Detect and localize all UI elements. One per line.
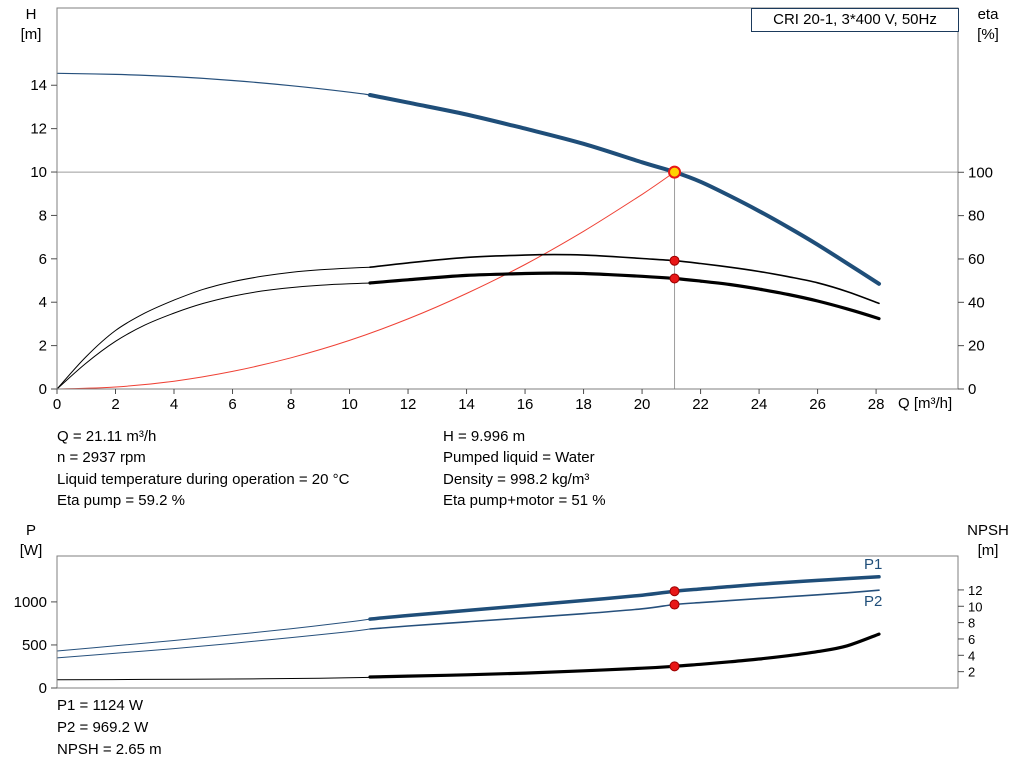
y-left-tick-label: 8 bbox=[39, 207, 47, 224]
y-right-tick-label: 0 bbox=[968, 381, 976, 398]
duty-info-right: H = 9.996 m Pumped liquid = Water Densit… bbox=[443, 427, 606, 512]
y-right-tick-label: 60 bbox=[968, 251, 985, 268]
x-tick-label: 20 bbox=[634, 396, 651, 413]
eta-axis-symbol: eta bbox=[977, 6, 999, 23]
x-tick-label: 12 bbox=[400, 396, 417, 413]
plot-frame bbox=[56, 555, 959, 689]
npsh-axis-symbol: NPSH bbox=[967, 522, 1009, 539]
system-curve bbox=[56, 171, 675, 390]
npsh-curve-extension bbox=[56, 676, 371, 681]
duty-point bbox=[668, 165, 682, 179]
eta-pump-motor-extension bbox=[56, 282, 371, 390]
y-left-tick-label: 2 bbox=[39, 338, 47, 355]
info-speed: n = 2937 rpm bbox=[57, 449, 146, 467]
eta-pump-extension bbox=[56, 266, 371, 390]
p2-curve bbox=[369, 589, 880, 630]
p-axis-unit: [W] bbox=[19, 542, 43, 559]
y-left-tick-label: 500 bbox=[22, 637, 47, 654]
info-eta-pump-motor: Eta pump+motor = 51 % bbox=[443, 491, 606, 509]
info-liquid-temperature: Liquid temperature during operation = 20… bbox=[57, 470, 350, 488]
eta-axis-unit: [%] bbox=[977, 26, 999, 43]
y-right-tick-label: 8 bbox=[968, 616, 975, 631]
y-right-tick-label: 100 bbox=[968, 164, 993, 181]
info-flow: Q = 21.11 m³/h bbox=[57, 428, 157, 445]
x-tick-label: 22 bbox=[692, 396, 709, 413]
p1-point bbox=[669, 586, 680, 597]
info-p1: P1 = 1124 W bbox=[57, 697, 144, 714]
y-left-tick-label: 1000 bbox=[14, 594, 47, 611]
y-right-tick-label: 10 bbox=[968, 599, 982, 614]
eta-pump-motor-point bbox=[669, 273, 680, 284]
h-axis-symbol: H bbox=[25, 6, 37, 23]
info-head: H = 9.996 m bbox=[443, 428, 526, 445]
p2-curve-extension bbox=[56, 628, 371, 659]
p2-curve-label: P2 bbox=[864, 593, 883, 610]
duty-info-left: Q = 21.11 m³/h n = 2937 rpm Liquid tempe… bbox=[57, 427, 349, 512]
eta-pump-curve bbox=[369, 253, 880, 305]
x-tick-label: 16 bbox=[517, 396, 534, 413]
y-right-tick-label: 12 bbox=[968, 583, 982, 598]
p1-curve bbox=[368, 575, 881, 621]
q-axis-unit: Q [m³/h] bbox=[898, 395, 953, 412]
y-right-tick-label: 6 bbox=[968, 632, 975, 647]
x-tick-label: 2 bbox=[111, 396, 119, 413]
y-right-tick-label: 4 bbox=[968, 648, 975, 663]
eta-axis-label: eta [%] bbox=[968, 5, 1008, 45]
x-tick-label: 24 bbox=[751, 396, 768, 413]
y-left-tick-label: 0 bbox=[39, 381, 47, 398]
p1-curve-extension bbox=[56, 618, 371, 652]
y-left-tick-label: 0 bbox=[39, 680, 47, 697]
y-right-tick-label: 40 bbox=[968, 294, 985, 311]
h-axis-label: H [m] bbox=[14, 5, 48, 45]
info-density: Density = 998.2 kg/m³ bbox=[443, 470, 590, 488]
x-tick-label: 14 bbox=[458, 396, 475, 413]
info-npsh: NPSH = 2.65 m bbox=[57, 741, 162, 758]
info-pumped-liquid: Pumped liquid = Water bbox=[443, 449, 595, 467]
x-tick-label: 8 bbox=[287, 396, 295, 413]
plot-frame bbox=[56, 7, 959, 390]
x-tick-label: 4 bbox=[170, 396, 178, 413]
x-tick-label: 10 bbox=[341, 396, 358, 413]
eta-pump-motor-curve bbox=[368, 271, 881, 321]
h-axis-unit: [m] bbox=[20, 26, 42, 43]
result-info: P1 = 1124 W P2 = 969.2 W NPSH = 2.65 m bbox=[57, 696, 162, 762]
x-tick-label: 0 bbox=[53, 396, 61, 413]
y-left-tick-label: 12 bbox=[30, 121, 47, 138]
npsh-point bbox=[669, 661, 680, 672]
y-right-tick-label: 2 bbox=[968, 665, 975, 680]
qh-curve-extension bbox=[56, 72, 371, 96]
p2-point bbox=[669, 599, 680, 610]
p-axis-label: P [W] bbox=[14, 521, 48, 561]
info-eta-pump: Eta pump = 59.2 % bbox=[57, 491, 185, 509]
qh-curve bbox=[368, 93, 881, 286]
x-tick-label: 26 bbox=[809, 396, 826, 413]
p1-curve-label: P1 bbox=[864, 556, 883, 573]
x-tick-label: 28 bbox=[868, 396, 885, 413]
npsh-curve bbox=[368, 632, 881, 679]
y-right-tick-label: 20 bbox=[968, 338, 985, 355]
y-left-tick-label: 6 bbox=[39, 251, 47, 268]
p-axis-symbol: P bbox=[25, 522, 36, 539]
x-tick-label: 6 bbox=[228, 396, 236, 413]
x-tick-label: 18 bbox=[575, 396, 592, 413]
y-left-tick-label: 4 bbox=[39, 294, 47, 311]
pump-title-box: CRI 20-1, 3*400 V, 50Hz bbox=[751, 8, 959, 32]
npsh-axis-label: NPSH [m] bbox=[962, 521, 1014, 561]
y-right-tick-label: 80 bbox=[968, 208, 985, 225]
eta-pump-point bbox=[669, 255, 680, 266]
y-left-tick-label: 10 bbox=[30, 164, 47, 181]
info-p2: P2 = 969.2 W bbox=[57, 719, 149, 736]
y-left-tick-label: 14 bbox=[30, 77, 47, 94]
npsh-axis-unit: [m] bbox=[977, 542, 999, 559]
